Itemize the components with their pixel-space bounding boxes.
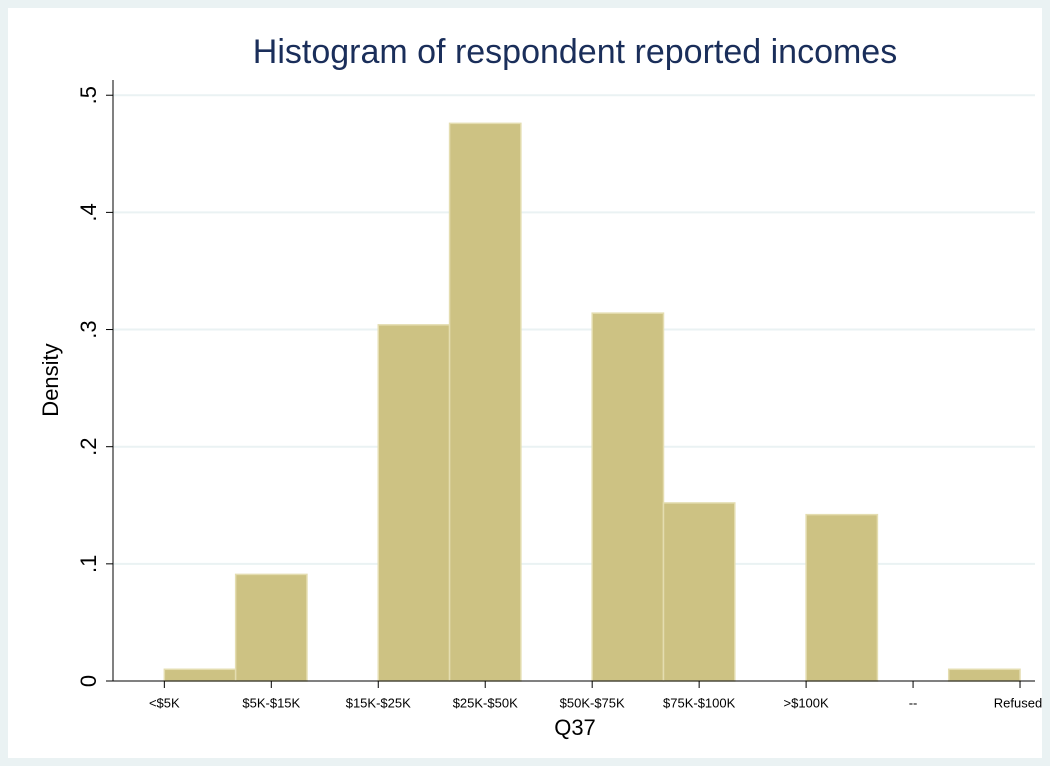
y-axis-label: Density (38, 343, 63, 416)
x-tick-label: $75K-$100K (663, 695, 736, 710)
x-tick-label: >$100K (784, 695, 830, 710)
x-tick-label: Refused (994, 695, 1042, 710)
y-tick-label: .5 (76, 86, 101, 104)
x-tick-label: $15K-$25K (346, 695, 411, 710)
bar (591, 312, 665, 682)
y-tick-label: 0 (76, 675, 101, 687)
y-tick-label: .4 (76, 203, 101, 221)
x-tick-label: $25K-$50K (453, 695, 518, 710)
x-axis-label: Q37 (554, 715, 596, 740)
y-tick-label: .3 (76, 320, 101, 338)
bar (377, 324, 451, 682)
bar (163, 668, 237, 682)
bar (662, 502, 736, 682)
bar (805, 513, 879, 682)
bar (448, 122, 522, 682)
chart-title: Histogram of respondent reported incomes (253, 33, 897, 71)
bar (947, 668, 1021, 682)
x-tick-label: $50K-$75K (560, 695, 625, 710)
y-tick-label: .1 (76, 555, 101, 573)
y-tick-label: .2 (76, 438, 101, 456)
bar (234, 573, 308, 682)
x-tick-label: <$5K (149, 695, 180, 710)
x-tick-label: $5K-$15K (242, 695, 300, 710)
plot-background (8, 8, 1042, 758)
x-tick-label: -- (909, 695, 918, 710)
